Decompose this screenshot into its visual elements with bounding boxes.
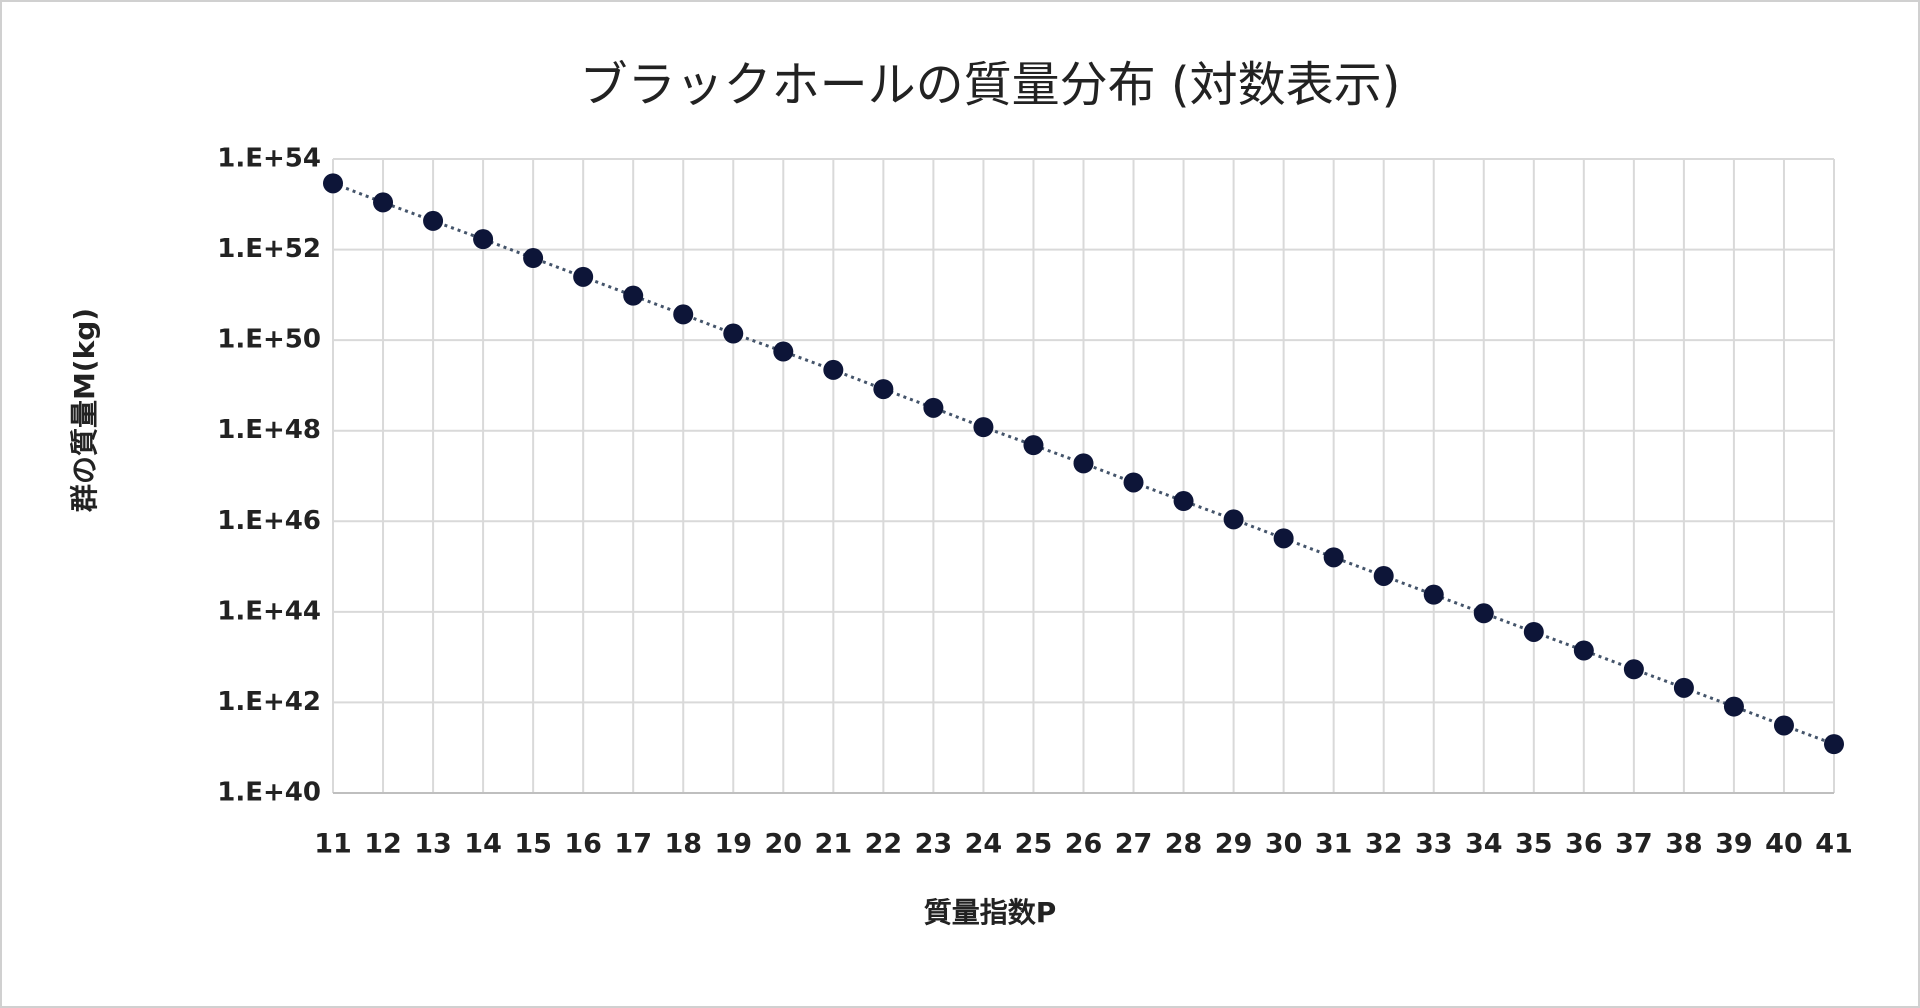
data-point [1723, 696, 1744, 717]
data-point [873, 379, 894, 400]
data-point [723, 323, 744, 344]
x-tick-label: 37 [1615, 829, 1653, 860]
y-tick-label: 1.E+52 [217, 234, 321, 264]
data-point [523, 248, 544, 269]
data-point [1173, 491, 1194, 512]
x-tick-label: 33 [1415, 829, 1453, 860]
chart-title: ブラックホールの質量分布 (対数表示) [580, 57, 1401, 113]
y-tick-label: 1.E+46 [217, 506, 321, 536]
x-tick-label: 38 [1665, 829, 1703, 860]
x-tick-label: 32 [1365, 829, 1403, 860]
y-axis-title: 群の質量M(kg) [68, 308, 101, 512]
data-point [973, 417, 994, 438]
data-point [1073, 453, 1094, 474]
x-tick-label: 15 [514, 829, 552, 860]
x-tick-label: 34 [1465, 829, 1503, 860]
x-tick-label: 30 [1265, 829, 1303, 860]
data-point [1323, 547, 1344, 568]
data-point [1373, 565, 1394, 586]
data-point [1123, 472, 1144, 493]
x-tick-label: 36 [1565, 829, 1603, 860]
x-tick-label: 29 [1215, 829, 1253, 860]
data-point [1423, 584, 1444, 605]
data-point [323, 173, 343, 194]
x-tick-label: 22 [865, 829, 903, 860]
x-tick-label: 16 [564, 829, 602, 860]
y-tick-label: 1.E+48 [217, 415, 321, 445]
x-tick-label: 31 [1315, 829, 1353, 860]
data-point [673, 304, 694, 325]
x-tick-label: 24 [965, 829, 1003, 860]
x-tick-label: 12 [364, 829, 402, 860]
data-point [623, 285, 644, 306]
y-tick-label: 1.E+50 [217, 325, 321, 355]
data-point [1473, 603, 1494, 624]
x-tick-label: 19 [714, 829, 752, 860]
x-tick-label: 14 [464, 829, 502, 860]
x-tick-label: 27 [1115, 829, 1153, 860]
y-tick-label: 1.E+42 [217, 687, 321, 717]
data-point [1223, 509, 1244, 530]
data-point [423, 210, 444, 231]
x-tick-label: 17 [614, 829, 652, 860]
y-tick-label: 1.E+44 [217, 596, 321, 626]
x-tick-label: 41 [1815, 829, 1853, 860]
data-point [1023, 435, 1044, 456]
data-point [923, 397, 944, 418]
data-point [373, 192, 394, 213]
x-tick-label: 26 [1065, 829, 1103, 860]
data-point [1773, 715, 1794, 736]
data-point [473, 229, 494, 250]
x-tick-label: 21 [815, 829, 853, 860]
x-tick-label: 28 [1165, 829, 1203, 860]
x-tick-label: 23 [915, 829, 953, 860]
x-tick-label: 20 [765, 829, 803, 860]
x-tick-label: 40 [1765, 829, 1803, 860]
data-point [1824, 734, 1844, 755]
data-point [823, 359, 844, 380]
data-point [573, 266, 594, 287]
data-point [1623, 659, 1644, 680]
data-point [773, 341, 794, 362]
x-axis-title: 質量指数P [924, 896, 1057, 929]
x-tick-label: 18 [664, 829, 702, 860]
y-tick-label: 1.E+54 [217, 144, 321, 174]
x-tick-label: 11 [314, 829, 352, 860]
data-point [1573, 640, 1594, 661]
y-tick-label: 1.E+40 [217, 778, 321, 808]
x-tick-label: 25 [1015, 829, 1053, 860]
x-tick-label: 39 [1715, 829, 1753, 860]
x-tick-label: 35 [1515, 829, 1553, 860]
data-point [1523, 621, 1544, 642]
data-point [1673, 677, 1694, 698]
x-tick-label: 13 [414, 829, 452, 860]
data-point [1273, 528, 1294, 549]
